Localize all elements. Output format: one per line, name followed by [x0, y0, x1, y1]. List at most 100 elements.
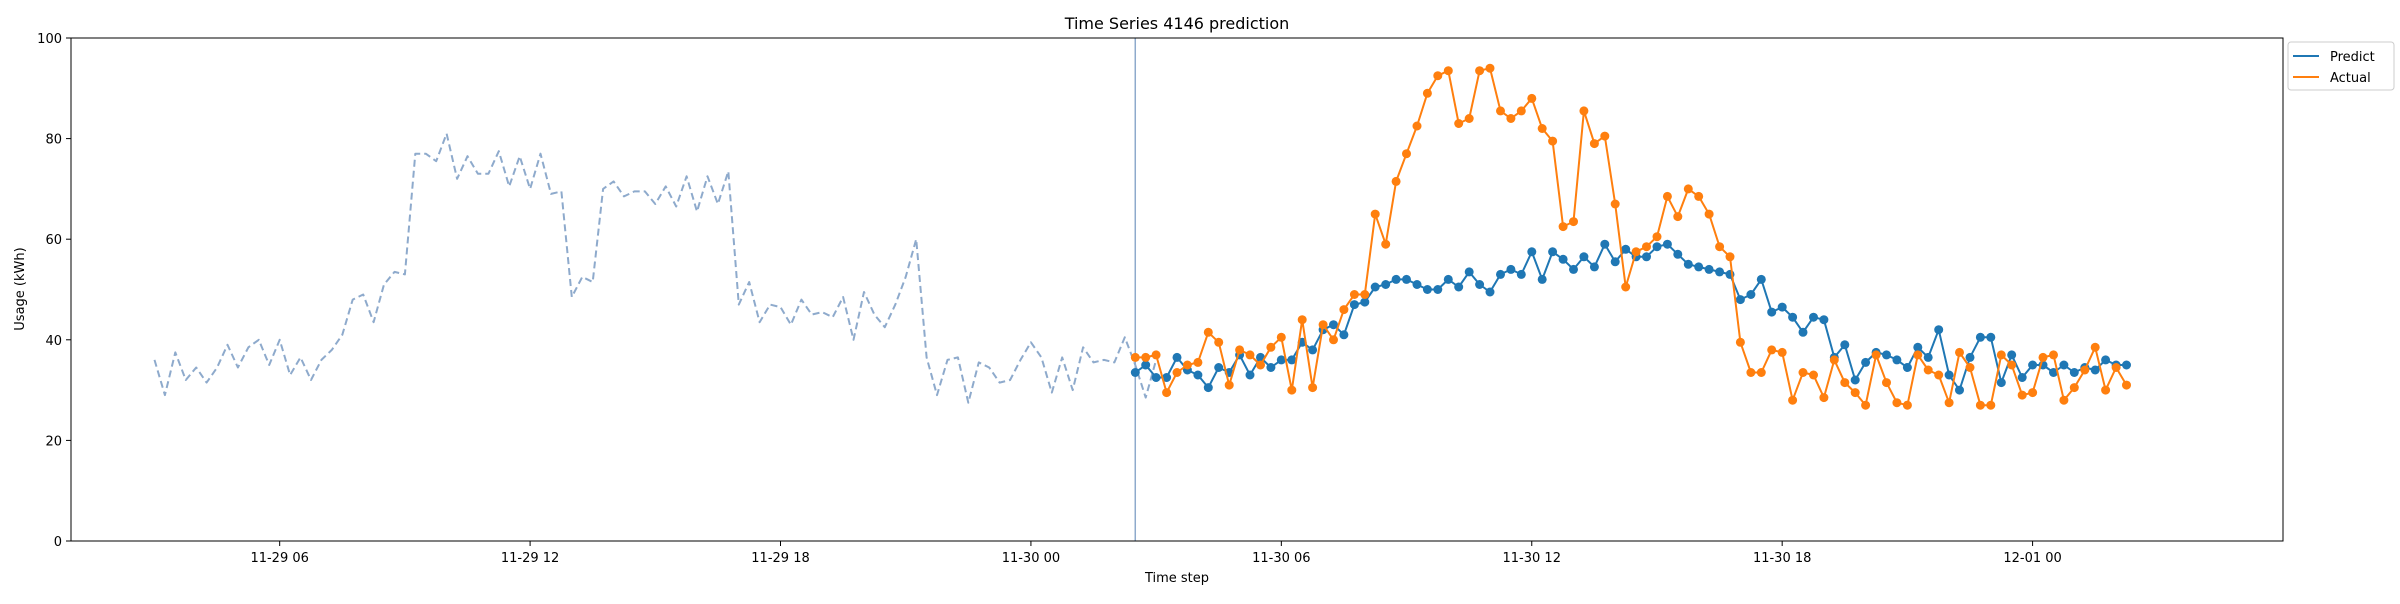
- actual-data-point: [1256, 360, 1265, 370]
- actual-data-point: [1756, 368, 1766, 377]
- predict-data-point: [1767, 307, 1777, 317]
- y-axis: 0 20 40 60 80 100: [37, 32, 71, 550]
- predict-data-point: [1589, 262, 1599, 272]
- x-axis: 11-29 06 11-29 12 11-29 18 11-30 00 11-30 06…: [250, 541, 2062, 566]
- actual-data-point: [1913, 350, 1923, 360]
- actual-data-point: [1402, 149, 1411, 159]
- predict-data-point: [1422, 285, 1432, 294]
- predict-data-point: [1735, 295, 1745, 305]
- history-series-line: [153, 132, 1158, 404]
- actual-data-point: [1464, 114, 1474, 123]
- predict-data-point: [1861, 357, 1871, 367]
- actual-data-point: [2059, 395, 2069, 405]
- actual-data-point: [1548, 136, 1558, 146]
- predict-data-point: [1955, 385, 1964, 395]
- actual-data-point: [1934, 370, 1944, 380]
- actual-data-point: [2017, 390, 2027, 400]
- predict-data-point: [1996, 378, 2006, 388]
- predict-data-point: [1652, 242, 1662, 252]
- actual-data-point: [1151, 350, 1161, 360]
- predict-data-point: [1349, 300, 1359, 310]
- predict-data-point: [1381, 280, 1391, 289]
- predict-data-point: [2059, 360, 2069, 370]
- actual-data-point: [1485, 63, 1495, 73]
- y-tick-label: 80: [45, 133, 62, 148]
- predict-data-point: [1412, 280, 1422, 289]
- actual-data-point: [1422, 88, 1432, 98]
- x-tick-label: 11-29 18: [751, 551, 809, 566]
- predict-data-point: [1819, 315, 1829, 325]
- actual-data-point: [1443, 66, 1453, 76]
- predict-data-point: [1172, 352, 1182, 362]
- predict-data-point: [1454, 282, 1464, 292]
- actual-data-point: [1715, 242, 1725, 252]
- predict-data-point: [1443, 274, 1453, 284]
- predict-data-point: [1934, 325, 1944, 335]
- x-tick-label: 11-30 06: [1252, 551, 1310, 566]
- actual-data-point: [1172, 368, 1182, 377]
- actual-data-point: [1652, 232, 1662, 242]
- actual-data-point: [1182, 360, 1192, 370]
- predict-data-point: [2017, 373, 2027, 382]
- actual-data-point: [1516, 106, 1526, 116]
- predict-data-point: [1245, 370, 1255, 380]
- actual-data-point: [1631, 247, 1641, 257]
- actual-data-point: [1569, 217, 1578, 227]
- actual-data-point: [1673, 212, 1683, 222]
- predict-data-point: [1506, 264, 1516, 274]
- legend-predict-label: Predict: [2330, 50, 2375, 65]
- predict-data-point: [1610, 257, 1620, 267]
- actual-data-point: [1861, 400, 1871, 410]
- y-tick-label: 60: [45, 233, 62, 248]
- actual-data-point: [1986, 400, 1996, 410]
- actual-data-point: [2069, 383, 2079, 393]
- predict-data-point: [1287, 355, 1297, 365]
- y-tick-label: 40: [45, 334, 62, 349]
- predict-data-point: [1923, 352, 1933, 362]
- actual-data-point: [1214, 337, 1224, 347]
- predict-data-point: [1892, 355, 1902, 365]
- actual-data-point: [1245, 350, 1255, 360]
- actual-data-point: [1537, 124, 1547, 133]
- actual-data-point: [1579, 106, 1589, 116]
- predict-data-point: [1882, 350, 1891, 360]
- actual-data-point: [1162, 388, 1172, 398]
- actual-data-point: [2028, 388, 2038, 398]
- actual-data-point: [1642, 242, 1651, 252]
- predict-data-point: [1715, 267, 1725, 277]
- predict-data-point: [1130, 368, 1140, 377]
- actual-data-point: [1381, 239, 1391, 249]
- predict-data-point: [2122, 360, 2131, 370]
- actual-data-point: [1506, 114, 1516, 123]
- predict-data-point: [1777, 302, 1787, 312]
- actual-data-point: [1902, 400, 1912, 410]
- series-area: [153, 63, 2131, 410]
- predict-data-point: [1965, 352, 1975, 362]
- actual-data-point: [1610, 199, 1620, 209]
- plot-frame: [70, 37, 2284, 542]
- x-tick-label: 11-29 06: [250, 551, 308, 566]
- y-tick-label: 0: [54, 535, 62, 550]
- predict-data-point: [1673, 249, 1683, 259]
- predict-data-point: [1370, 282, 1380, 292]
- actual-data-point: [1224, 380, 1234, 390]
- predict-data-point: [1975, 332, 1985, 342]
- actual-data-point: [1558, 222, 1568, 232]
- actual-data-point: [1339, 305, 1349, 315]
- actual-data-point: [1662, 191, 1672, 201]
- actual-data-point: [1329, 335, 1338, 345]
- actual-data-point: [2101, 385, 2111, 395]
- predict-data-point: [1788, 312, 1798, 322]
- actual-data-point: [1735, 337, 1745, 347]
- predict-data-point: [1329, 320, 1338, 330]
- actual-data-point: [1882, 378, 1891, 388]
- predict-data-point: [1402, 274, 1411, 284]
- actual-data-point: [2007, 360, 2017, 370]
- actual-data-point: [1725, 252, 1735, 262]
- predict-data-point: [1151, 373, 1161, 382]
- x-tick-label: 11-30 00: [1002, 551, 1060, 566]
- predict-data-point: [1704, 264, 1714, 274]
- actual-data-point: [1475, 66, 1485, 76]
- actual-data-point: [1819, 393, 1829, 403]
